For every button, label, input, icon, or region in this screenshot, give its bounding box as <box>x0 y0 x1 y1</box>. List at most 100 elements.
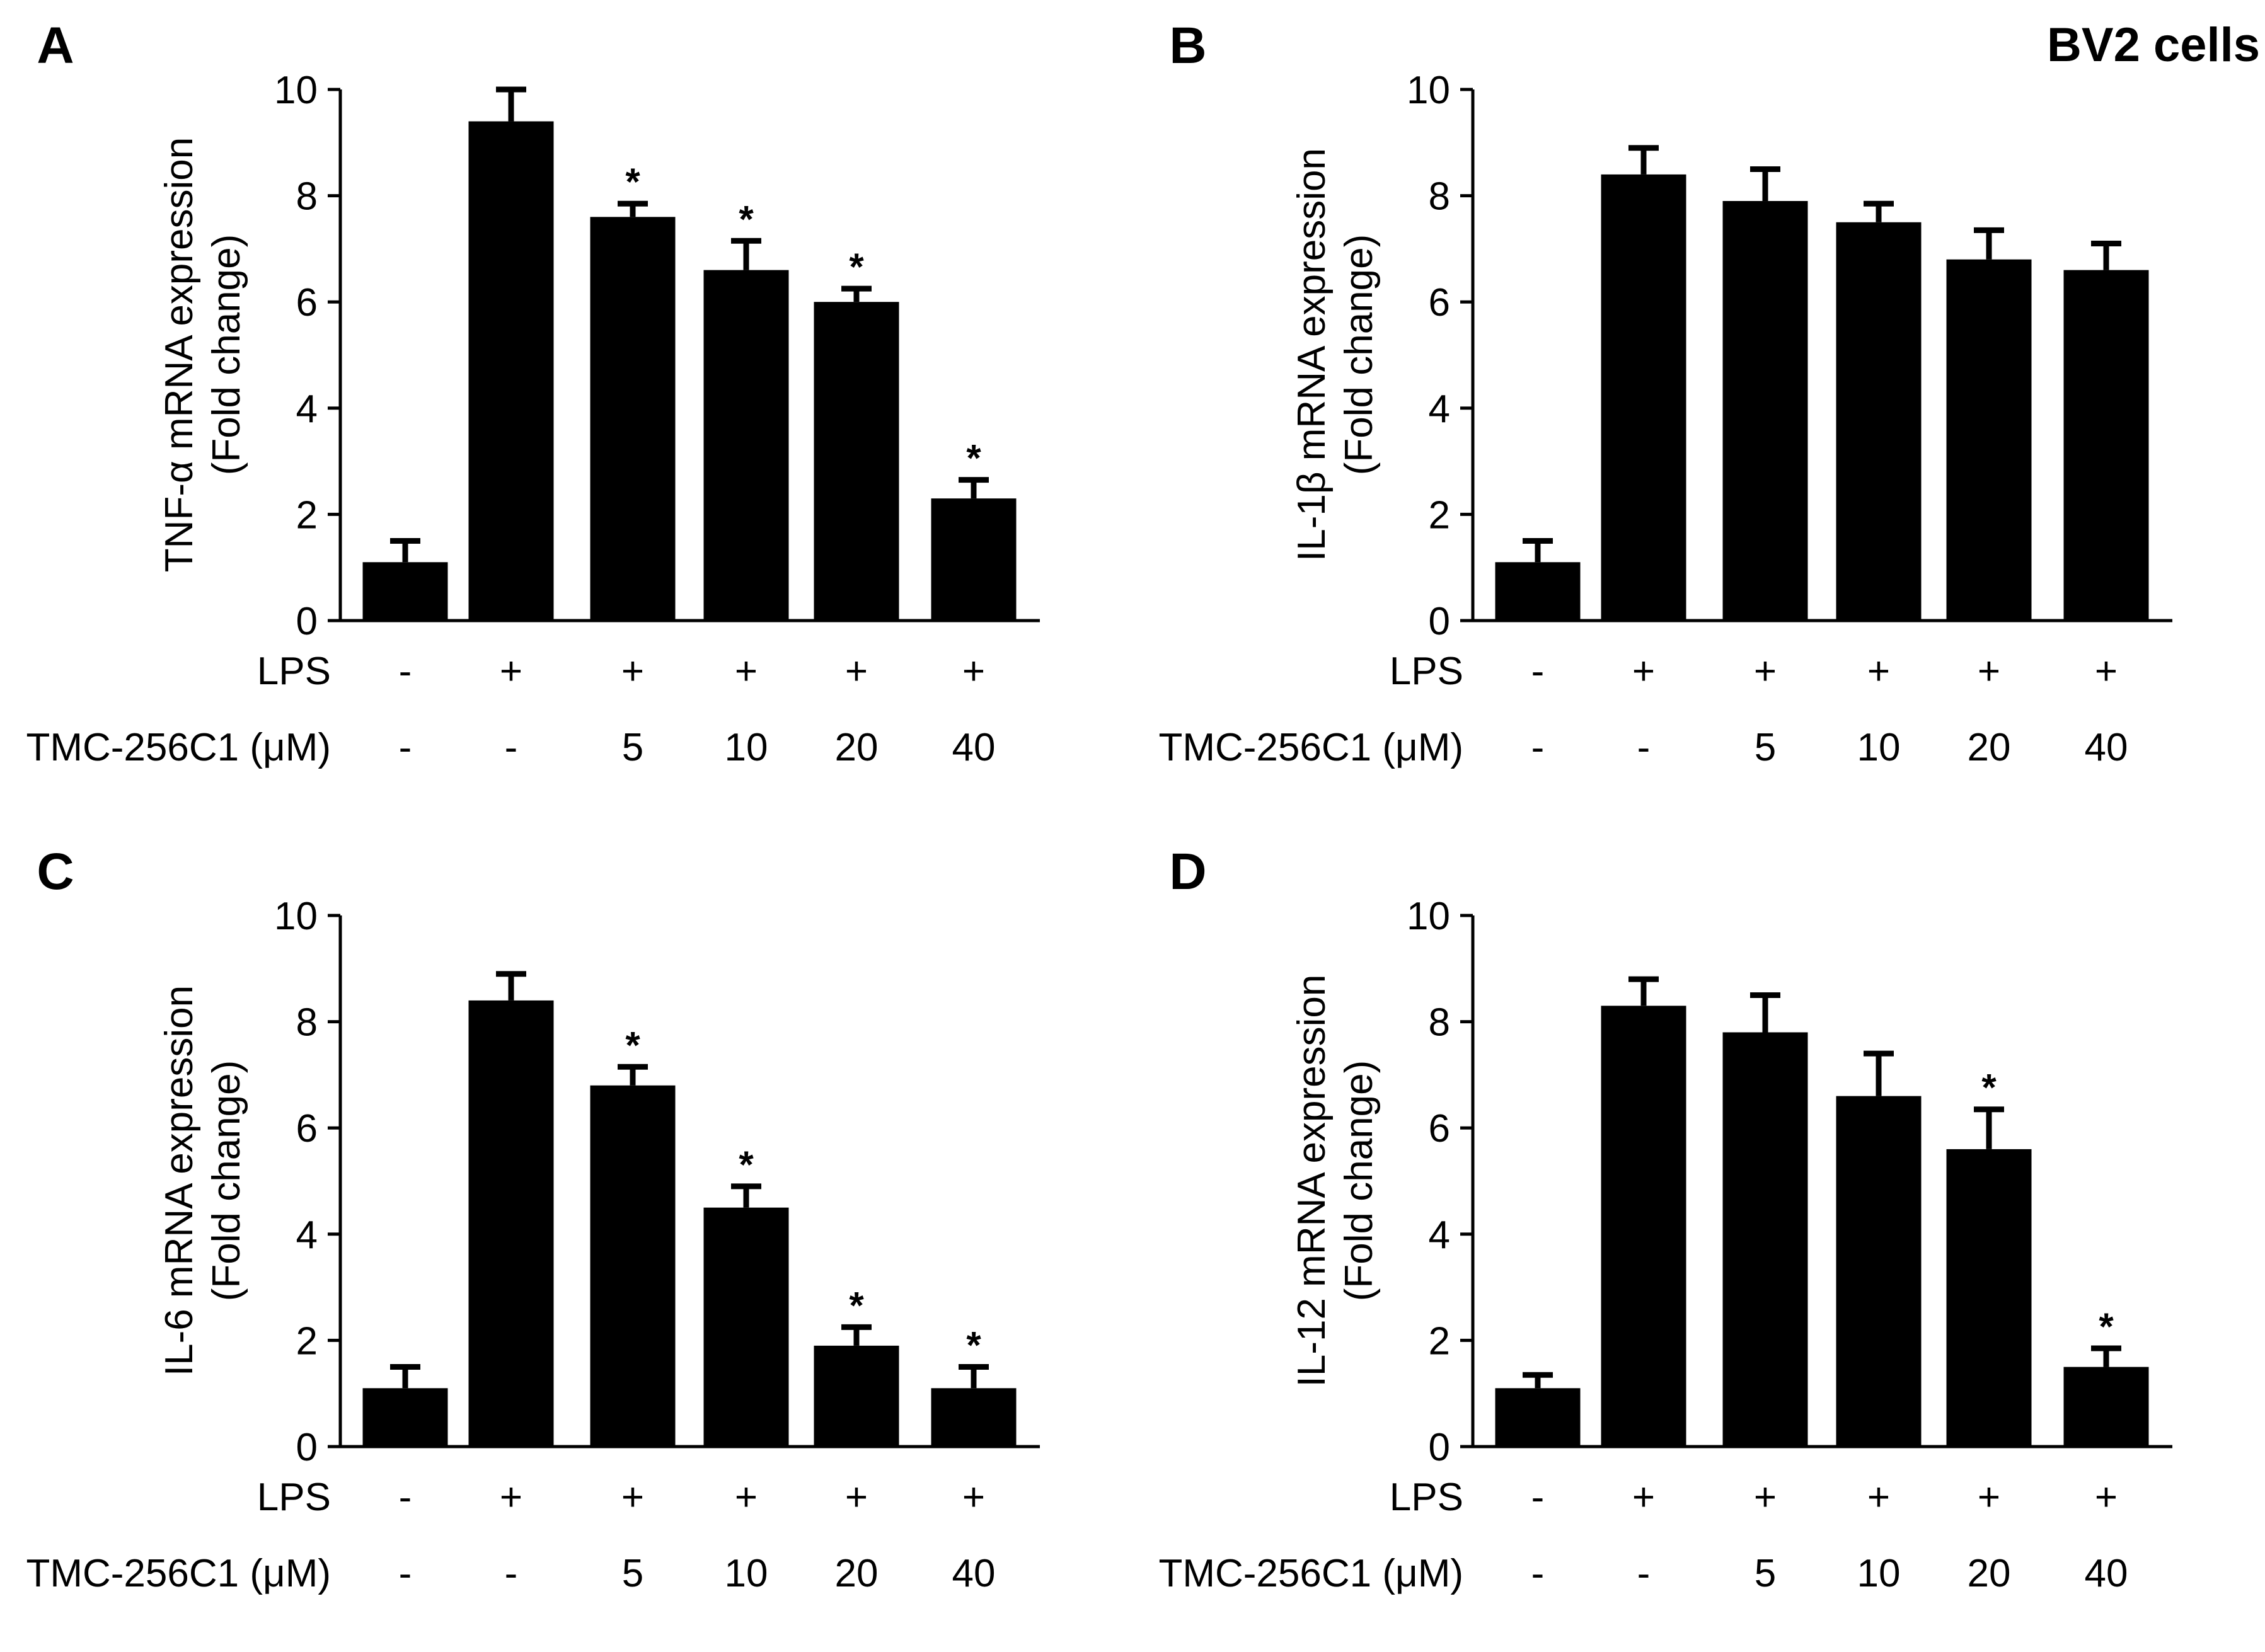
y-tick-label: 10 <box>1407 69 1450 112</box>
y-tick-label: 8 <box>1429 1001 1450 1045</box>
bar <box>814 302 899 621</box>
bar <box>590 1085 676 1447</box>
lps-row-label: LPS <box>1390 1476 1463 1519</box>
lps-value: + <box>735 650 758 693</box>
lps-value: + <box>962 650 985 693</box>
tmc-value: - <box>505 726 518 769</box>
significance-marker: * <box>966 1324 981 1367</box>
tmc-value: 40 <box>2085 1552 2128 1595</box>
tmc-row-label: TMC-256C1 (μM) <box>26 726 331 769</box>
tmc-value: 10 <box>1857 726 1901 769</box>
lps-value: - <box>1531 1476 1545 1519</box>
y-tick-label: 8 <box>296 175 318 219</box>
tmc-value: - <box>1531 1552 1545 1595</box>
panel-label: C <box>37 843 74 900</box>
y-axis-label-sub: (Fold change) <box>205 234 248 476</box>
tmc-row-label: TMC-256C1 (μM) <box>26 1552 331 1595</box>
y-tick-label: 2 <box>1429 1319 1450 1363</box>
bar <box>1495 1388 1581 1447</box>
bar <box>468 1000 554 1447</box>
y-axis-label: IL-12 mRNA expression <box>1290 975 1334 1387</box>
lps-value: - <box>399 650 412 693</box>
significance-marker: * <box>625 1024 640 1066</box>
bar <box>468 121 554 621</box>
bar <box>1722 201 1808 621</box>
y-tick-label: 10 <box>274 895 318 938</box>
lps-value: + <box>1867 650 1890 693</box>
y-tick-label: 6 <box>1429 281 1450 324</box>
lps-value: + <box>1632 650 1655 693</box>
y-axis-label-sub: (Fold change) <box>205 1060 248 1302</box>
y-tick-label: 2 <box>296 1319 318 1363</box>
lps-value: + <box>1978 1476 2000 1519</box>
bar <box>2063 270 2149 621</box>
panel-label: A <box>37 17 74 74</box>
lps-value: + <box>962 1476 985 1519</box>
tmc-value: - <box>399 1552 412 1595</box>
tmc-value: 40 <box>2085 726 2128 769</box>
bar <box>1601 174 1686 621</box>
tmc-value: - <box>1531 726 1545 769</box>
lps-value: + <box>2095 650 2118 693</box>
tmc-row-label: TMC-256C1 (μM) <box>1158 726 1463 769</box>
tmc-value: 20 <box>1968 1552 2011 1595</box>
bar <box>362 1388 448 1447</box>
y-tick-label: 6 <box>296 281 318 324</box>
bar <box>1946 1149 2032 1447</box>
lps-value: + <box>1754 650 1777 693</box>
y-axis-label: TNF-α mRNA expression <box>158 137 201 572</box>
y-tick-label: 4 <box>1429 1213 1450 1257</box>
bar <box>1836 1096 1922 1447</box>
lps-value: - <box>1531 650 1545 693</box>
lps-value: + <box>621 1476 644 1519</box>
lps-value: + <box>1867 1476 1890 1519</box>
lps-row-label: LPS <box>1390 650 1463 693</box>
significance-marker: * <box>1981 1067 1997 1109</box>
tmc-value: - <box>505 1552 518 1595</box>
lps-value: + <box>1754 1476 1777 1519</box>
panel-a-chart: A 0 2 4 6 8 10 TNF-α mRNA expression (Fold chang… <box>26 17 1040 769</box>
y-tick-label: 8 <box>1429 175 1450 219</box>
lps-value: + <box>621 650 644 693</box>
panel-d-chart: D 0 2 4 6 8 10 IL-12 mRNA expression (Fold chang… <box>1158 843 2172 1595</box>
bar <box>931 498 1017 621</box>
y-tick-label: 10 <box>274 69 318 112</box>
bar <box>703 1207 789 1447</box>
significance-marker: * <box>849 246 864 288</box>
tmc-row-label: TMC-256C1 (μM) <box>1158 1552 1463 1595</box>
significance-marker: * <box>966 437 981 479</box>
lps-value: + <box>500 1476 522 1519</box>
y-tick-label: 4 <box>296 1213 318 1257</box>
tmc-value: - <box>399 726 412 769</box>
y-tick-label: 6 <box>296 1107 318 1150</box>
y-tick-label: 8 <box>296 1001 318 1045</box>
bar <box>1946 259 2032 621</box>
lps-value: - <box>399 1476 412 1519</box>
significance-marker: * <box>849 1284 864 1326</box>
y-tick-label: 2 <box>296 493 318 537</box>
significance-marker: * <box>739 1144 754 1186</box>
bar <box>703 270 789 621</box>
tmc-value: 10 <box>725 1552 768 1595</box>
significance-marker: * <box>625 161 640 203</box>
tmc-value: 10 <box>1857 1552 1901 1595</box>
lps-row-label: LPS <box>257 1476 331 1519</box>
tmc-value: - <box>1637 726 1651 769</box>
tmc-value: 20 <box>1968 726 2011 769</box>
significance-marker: * <box>739 198 754 240</box>
y-axis-label: IL-6 mRNA expression <box>158 985 201 1376</box>
panel-label: D <box>1169 843 1206 900</box>
lps-value: + <box>735 1476 758 1519</box>
bar <box>1601 1006 1686 1447</box>
y-tick-label: 4 <box>1429 387 1450 431</box>
lps-value: + <box>500 650 522 693</box>
bar <box>931 1388 1017 1447</box>
panel-a: A 0 2 4 6 8 10 TNF-α mRNA expression (Fold chang… <box>0 0 1132 826</box>
y-tick-label: 10 <box>1407 895 1450 938</box>
tmc-value: 5 <box>622 726 643 769</box>
tmc-value: 5 <box>622 1552 643 1595</box>
lps-row-label: LPS <box>257 650 331 693</box>
panel-d: D 0 2 4 6 8 10 IL-12 mRNA expression (Fold chang… <box>1132 826 2265 1652</box>
y-tick-label: 4 <box>296 387 318 431</box>
lps-value: + <box>845 1476 868 1519</box>
